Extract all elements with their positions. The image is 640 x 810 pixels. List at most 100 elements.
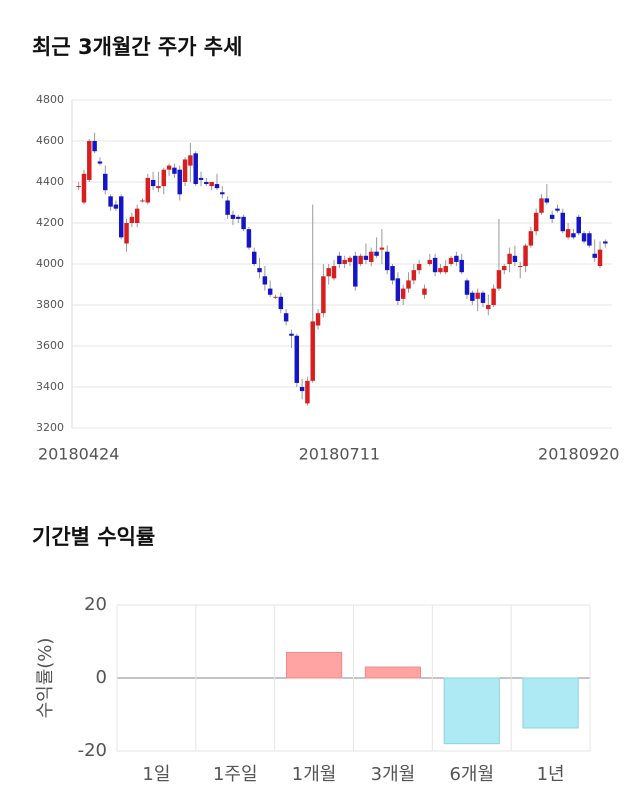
y-tick-label: 3200: [36, 421, 64, 434]
chart-title: 기간별 수익률: [32, 525, 155, 549]
candle-body: [124, 223, 129, 244]
candle-body: [571, 233, 576, 238]
candle-body: [305, 380, 310, 404]
candle-body: [204, 182, 209, 185]
candle-body: [310, 321, 315, 381]
candle-body: [475, 292, 480, 299]
candle-body: [225, 200, 230, 215]
candle-body: [555, 208, 560, 211]
candle-body: [491, 288, 496, 305]
candle-body: [587, 233, 592, 246]
x-tick-label: 20180424: [38, 445, 119, 464]
candle-body: [400, 288, 406, 299]
candle-body: [214, 184, 220, 189]
candle-body: [294, 335, 300, 383]
x-tick-label: 20180711: [299, 445, 380, 464]
candle-body: [363, 255, 369, 260]
candle-body: [103, 173, 108, 191]
candle-body: [358, 255, 363, 264]
candle-body: [129, 216, 135, 223]
candle-body: [140, 200, 145, 202]
candle-body: [342, 259, 347, 264]
bar: [443, 677, 500, 745]
candle-body: [369, 251, 374, 262]
candle-body: [76, 186, 81, 188]
candle-body: [220, 192, 225, 195]
candle-body: [438, 268, 443, 273]
candle-body: [374, 251, 379, 256]
candle-body: [406, 280, 411, 289]
candle-body: [177, 169, 182, 195]
candle-body: [464, 280, 470, 295]
candle-body: [337, 255, 342, 264]
candle-body: [517, 266, 523, 268]
candle-body: [470, 292, 475, 301]
candle-body: [427, 259, 433, 264]
candle-body: [347, 257, 353, 262]
candle-body: [241, 216, 246, 230]
candle-body: [544, 198, 550, 203]
candle-body: [283, 313, 289, 322]
candle-body: [384, 251, 390, 271]
candle-body: [528, 231, 534, 246]
candle-body: [156, 186, 161, 189]
candle-body: [560, 212, 566, 232]
y-tick-label: 4000: [36, 257, 64, 270]
x-tick-label: 6개월: [449, 764, 494, 785]
candle-body: [92, 141, 97, 152]
candle-body: [193, 153, 198, 185]
candle-body: [273, 296, 278, 298]
candle-body: [257, 268, 262, 273]
candle-body: [390, 266, 395, 281]
candle-body: [315, 313, 321, 326]
candle-body: [533, 212, 539, 232]
candle-body: [236, 216, 241, 219]
y-axis-label: 수익률(%): [35, 638, 56, 719]
candle-body: [278, 296, 284, 310]
candle-body: [379, 247, 385, 250]
candle-body: [182, 159, 188, 182]
candle-body: [188, 155, 193, 166]
y-tick-label: 0: [96, 667, 107, 688]
x-tick-label: 3개월: [371, 764, 416, 785]
y-tick-label: 4800: [36, 93, 64, 106]
candle-body: [87, 141, 92, 180]
candle-body: [565, 229, 571, 238]
candle-body: [496, 270, 502, 289]
candle-body: [267, 288, 273, 295]
y-tick-label: 3400: [36, 380, 64, 393]
candle-body: [321, 276, 326, 314]
y-tick-label: 4200: [36, 216, 64, 229]
y-tick-label: 3600: [36, 339, 64, 352]
candle-body: [353, 255, 358, 287]
candle-body: [246, 229, 252, 248]
y-tick-label: 4400: [36, 175, 64, 188]
candle-body: [432, 257, 438, 273]
candle-body: [81, 173, 87, 203]
candle-body: [198, 177, 204, 180]
candle-body: [289, 333, 294, 336]
candle-body: [416, 264, 422, 271]
candle-body: [150, 179, 156, 187]
candle-body: [459, 259, 464, 273]
candle-body: [166, 165, 172, 170]
candle-body: [422, 288, 427, 295]
candle-body: [523, 245, 528, 267]
candle-body: [454, 255, 459, 262]
candle-body: [230, 214, 236, 219]
candle-body: [262, 276, 268, 285]
bar: [364, 666, 422, 679]
x-tick-label: 1개월: [292, 764, 337, 785]
x-tick-label: 1주일: [213, 764, 258, 785]
candle-body: [299, 387, 305, 392]
y-tick-label: -20: [78, 740, 107, 761]
x-tick-label: 1일: [142, 764, 170, 785]
candle-body: [118, 196, 124, 238]
candle-body: [480, 292, 486, 303]
candle-body: [161, 169, 167, 187]
candle-body: [581, 233, 587, 242]
candle-body: [395, 278, 401, 301]
candle-body: [108, 196, 113, 207]
candle-body: [145, 177, 151, 203]
